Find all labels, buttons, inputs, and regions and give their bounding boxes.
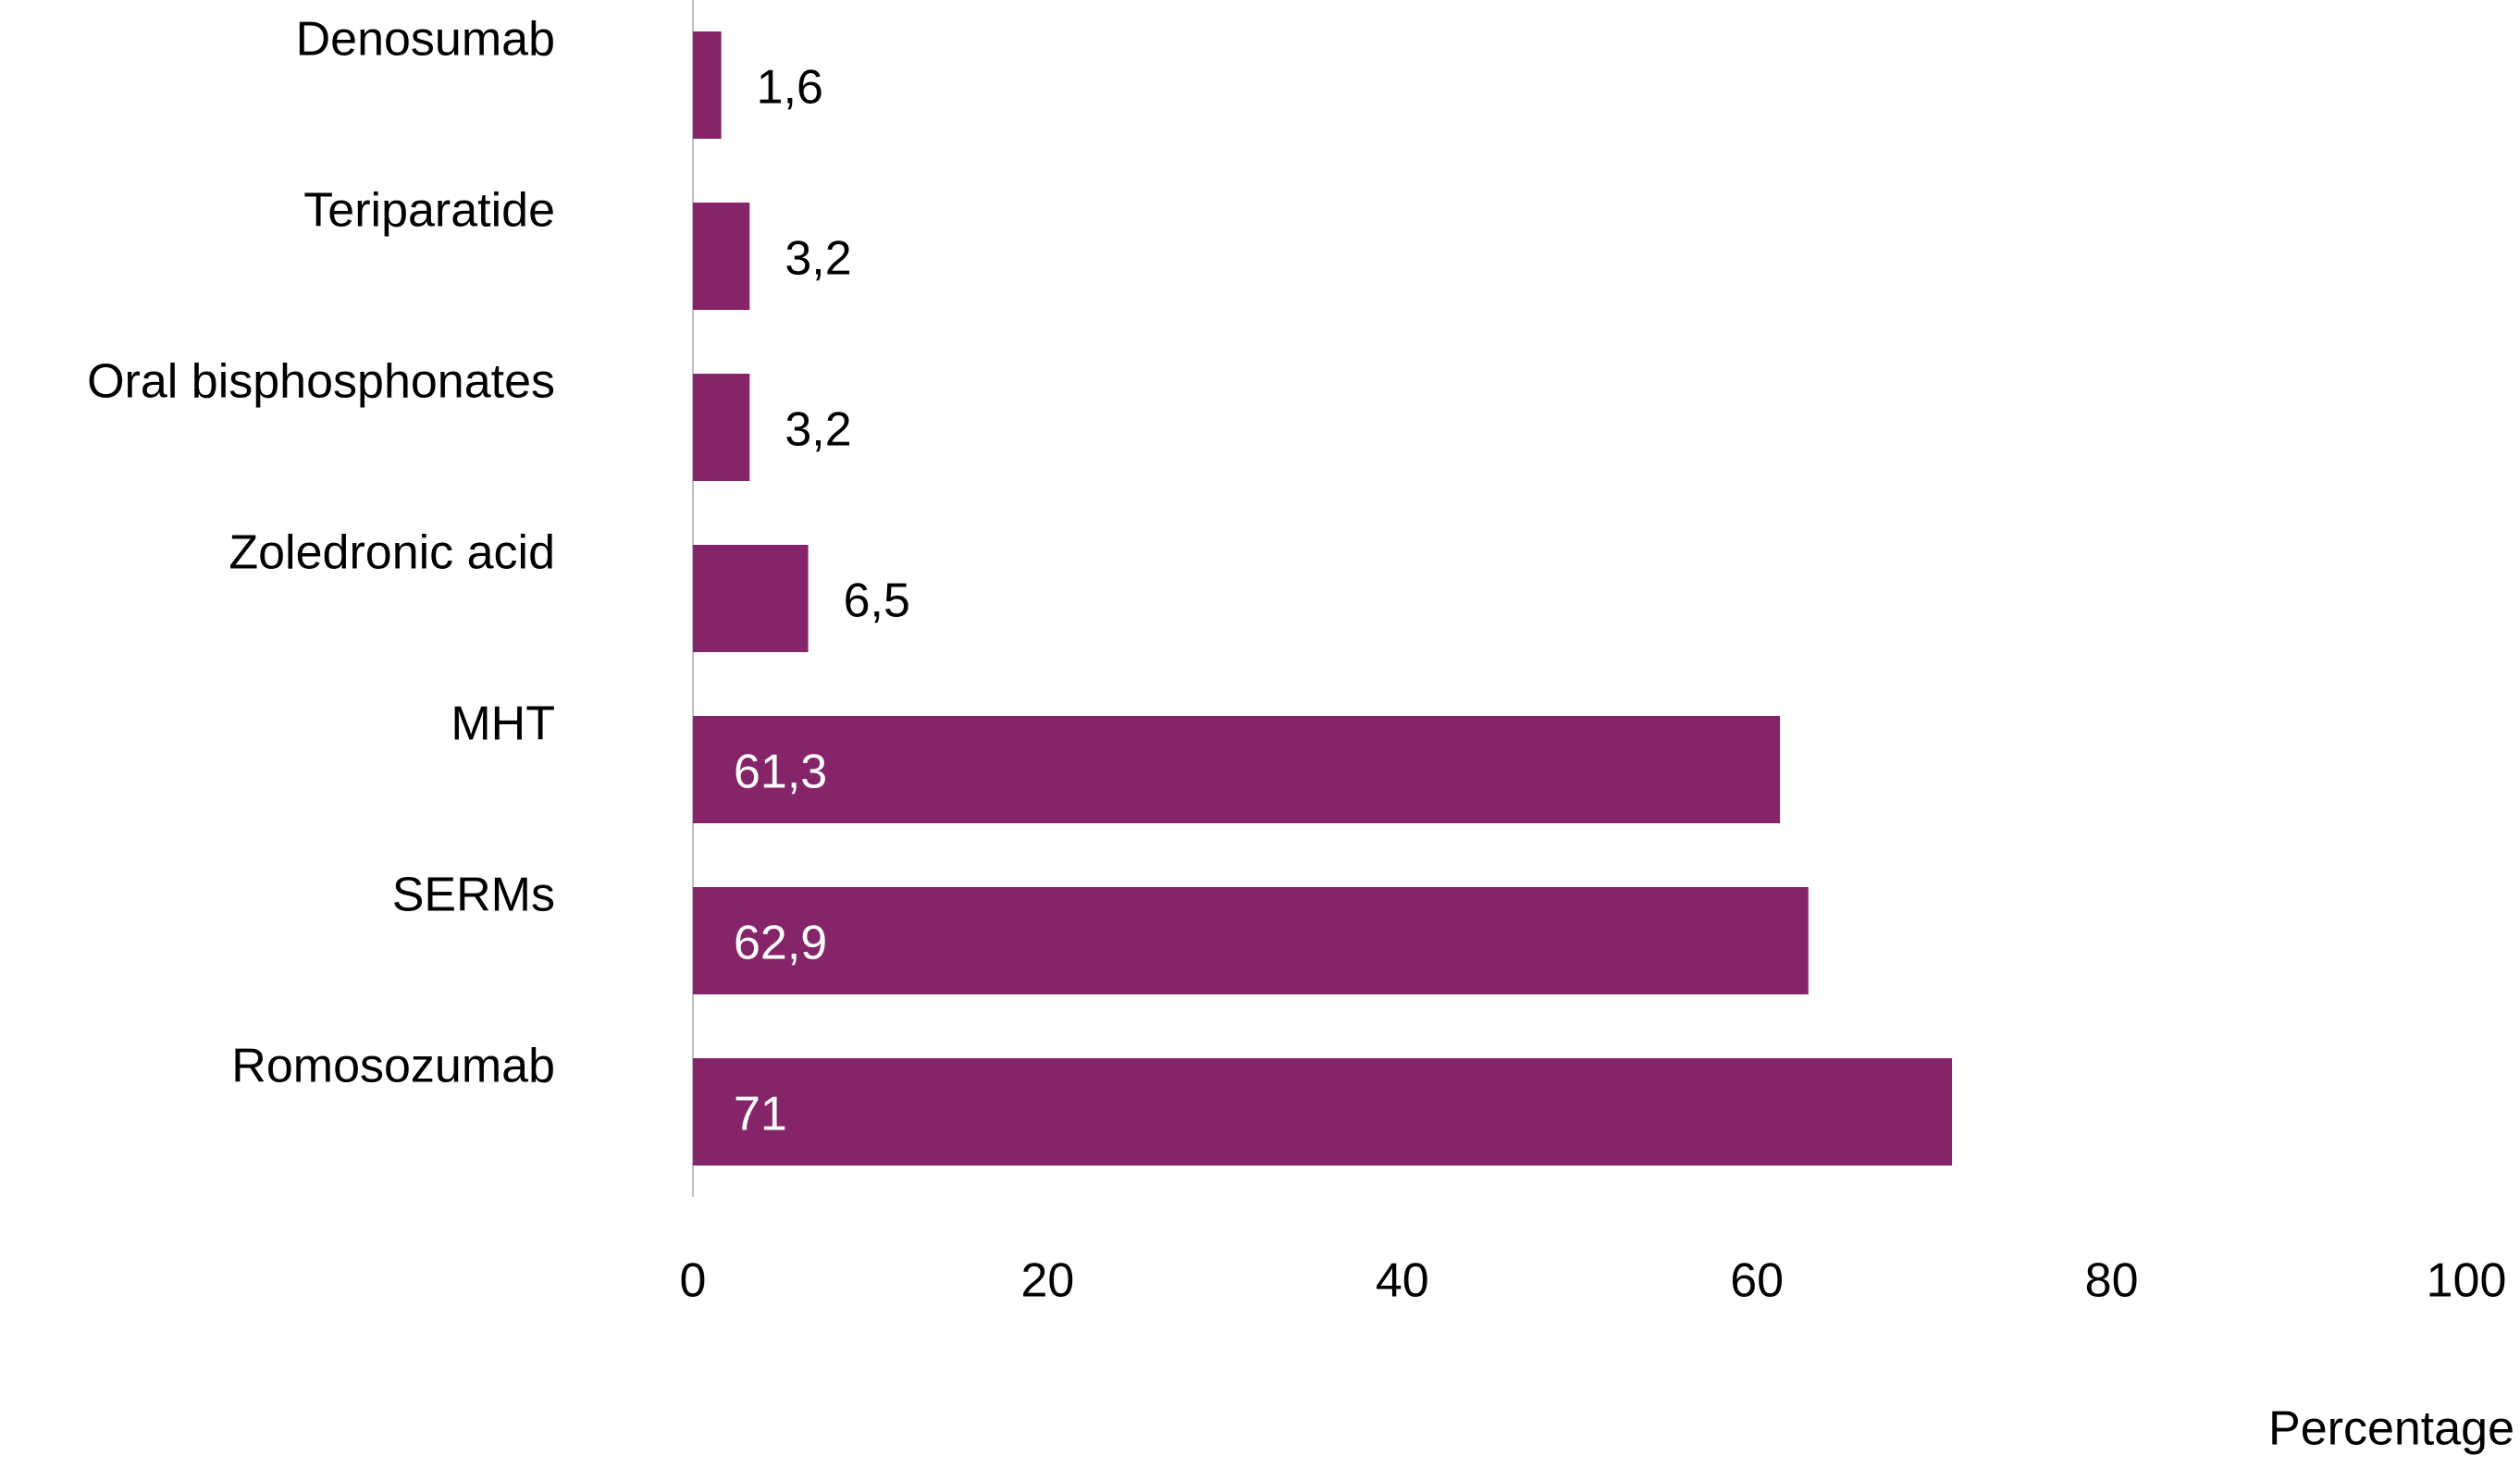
bar (693, 545, 809, 652)
value-label: 6,5 (844, 574, 910, 628)
bar (693, 716, 1781, 823)
bar (693, 31, 722, 139)
x-tick-label: 0 (680, 1254, 707, 1308)
y-tick-label: Teriparatide (303, 184, 555, 238)
x-axis-label: Percentage (2268, 1402, 2514, 1456)
bar (693, 203, 750, 310)
x-tick-label: 80 (2085, 1254, 2139, 1308)
y-tick-label: Romosozumab (231, 1040, 555, 1093)
y-tick-label: SERMs (392, 869, 555, 922)
value-label: 3,2 (784, 403, 851, 457)
y-tick-label: Denosumab (296, 13, 555, 67)
bar (693, 887, 1809, 994)
y-tick-label: Zoledronic acid (229, 526, 555, 580)
value-label: 1,6 (757, 61, 823, 115)
value-label: 61,3 (734, 746, 827, 799)
x-tick-label: 20 (1020, 1254, 1074, 1308)
x-tick-label: 60 (1730, 1254, 1784, 1308)
x-tick-label: 40 (1376, 1254, 1429, 1308)
y-tick-label: MHT (451, 697, 555, 751)
x-tick-label: 100 (2427, 1254, 2507, 1308)
value-label: 62,9 (734, 917, 827, 970)
y-tick-label: Oral bisphosphonates (87, 355, 555, 409)
value-label: 71 (734, 1088, 787, 1141)
bar (693, 374, 750, 481)
bar (693, 1058, 1953, 1166)
value-label: 3,2 (784, 232, 851, 286)
